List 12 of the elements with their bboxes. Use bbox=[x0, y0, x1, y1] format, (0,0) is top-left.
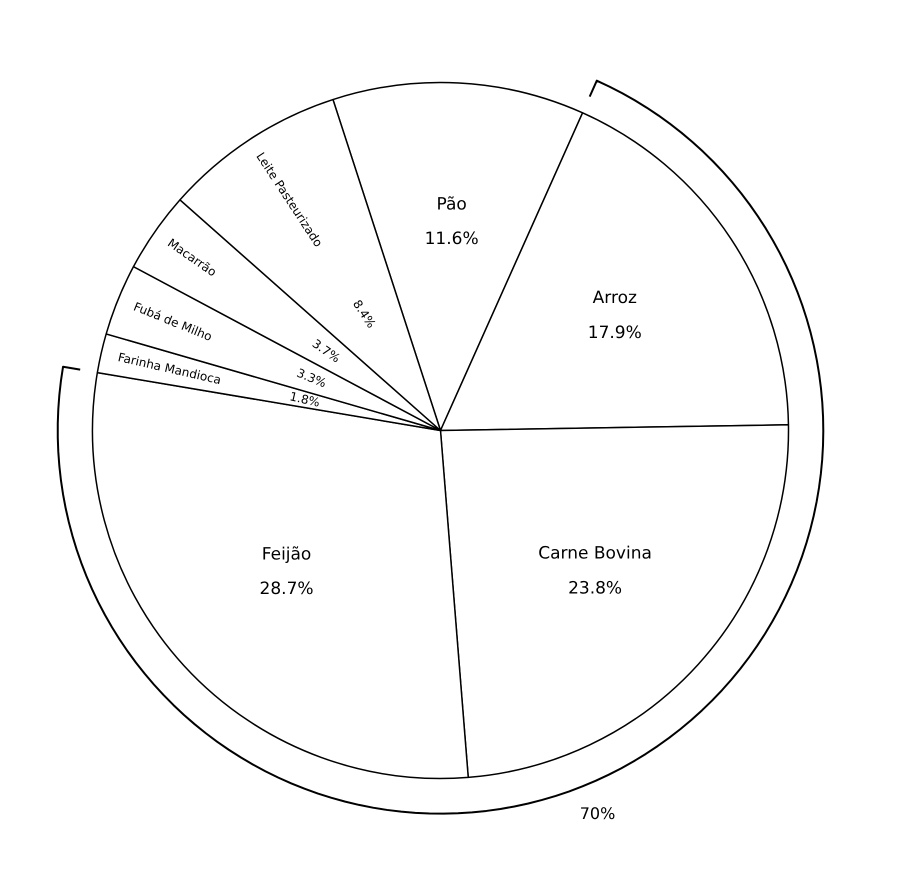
slice-label: Arroz bbox=[592, 288, 637, 308]
data-label: 23.8% bbox=[568, 578, 622, 598]
data-label: 28.7% bbox=[260, 579, 314, 600]
slice-label: Feijão bbox=[262, 544, 312, 564]
slice-label: Fubá de Milho bbox=[132, 300, 214, 344]
slice-label: Carne Bovina bbox=[538, 544, 652, 564]
text: 70% bbox=[580, 804, 616, 823]
data-label: 1.8% bbox=[288, 389, 322, 410]
data-label: 11.6% bbox=[424, 229, 479, 250]
data-label: 17.9% bbox=[588, 322, 642, 343]
slice-label: Pão bbox=[436, 194, 467, 214]
data-label: 3.3% bbox=[294, 366, 328, 390]
